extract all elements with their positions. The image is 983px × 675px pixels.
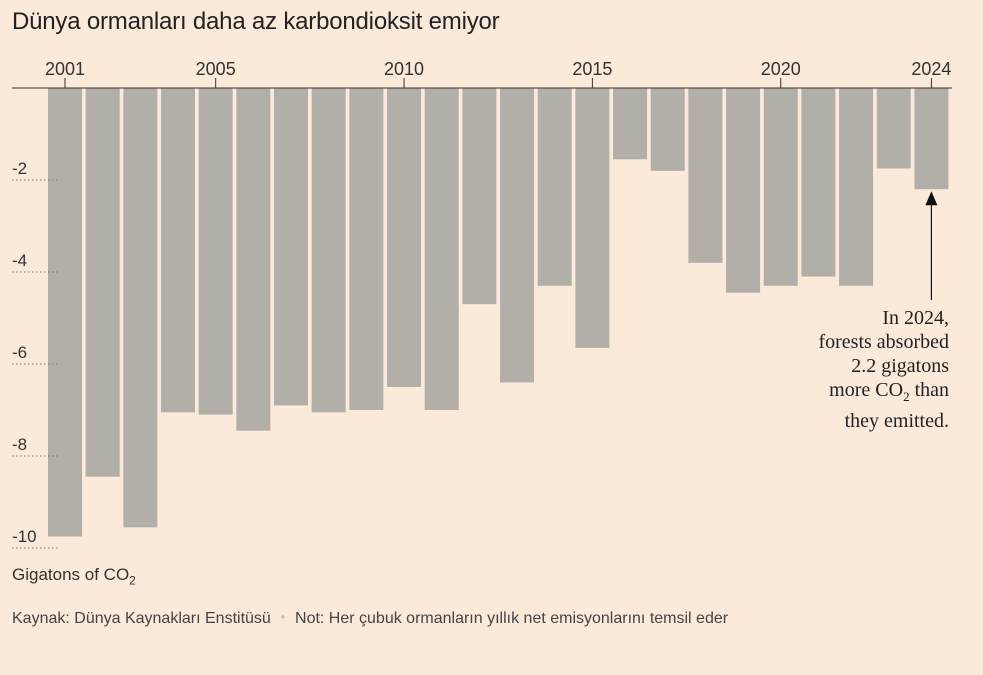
annotation-line-2: forests absorbed: [818, 331, 949, 353]
bar-2018: [688, 88, 723, 263]
bar-2001: [48, 88, 82, 537]
note-text: Not: Her çubuk ormanların yıllık net emi…: [295, 610, 729, 627]
annotation-co-sub: 2: [903, 389, 910, 404]
y-axis-label-text: Gigatons of CO: [12, 565, 130, 584]
x-tick-label-2001: 2001: [45, 59, 85, 79]
footer-separator: •: [280, 610, 286, 624]
bar-2024: [914, 88, 949, 190]
source-text: Kaynak: Dünya Kaynakları Enstitüsü: [12, 610, 271, 627]
bar-2002: [85, 88, 120, 477]
x-tick-label-2024: 2024: [911, 59, 951, 79]
y-tick-label--10: -10: [12, 527, 37, 546]
y-tick-label--2: -2: [12, 159, 27, 178]
bar-2012: [462, 88, 497, 305]
bar-2022: [839, 88, 874, 286]
bar-chart: 2001 2005 2010 2015 2020 2024 -2 -4 -6 -8 -10: [12, 59, 952, 549]
annotation-than: than: [909, 379, 949, 401]
annotation-2024: In 2024, forests absorbed 2.2 gigatons m…: [749, 306, 949, 433]
bar-2005: [198, 88, 233, 415]
bar-2017: [650, 88, 685, 171]
bar-2014: [537, 88, 572, 286]
annotation-line-5: they emitted.: [844, 410, 949, 432]
bar-2007: [274, 88, 309, 406]
x-tick-label-2005: 2005: [196, 59, 236, 79]
annotation-line-1: In 2024,: [882, 307, 949, 329]
bar-2023: [876, 88, 911, 169]
x-tick-label-2010: 2010: [384, 59, 424, 79]
bar-2006: [236, 88, 271, 431]
bar-2019: [726, 88, 761, 293]
bar-2010: [387, 88, 422, 387]
annotation-line-3: 2.2 gigatons: [851, 355, 949, 377]
y-tick-label--8: -8: [12, 435, 27, 454]
bar-2009: [349, 88, 384, 410]
y-axis-label: Gigatons of CO2: [12, 565, 136, 587]
bar-2013: [500, 88, 535, 383]
bar-2011: [424, 88, 459, 410]
x-tick-label-2015: 2015: [572, 59, 612, 79]
bar-2003: [123, 88, 158, 528]
annotation-co: more CO: [829, 379, 904, 401]
y-tick-label--4: -4: [12, 251, 27, 270]
bar-2008: [311, 88, 346, 413]
y-tick-label--6: -6: [12, 343, 27, 362]
x-tick-label-2020: 2020: [761, 59, 801, 79]
footer: Kaynak: Dünya Kaynakları Enstitüsü • Not: …: [12, 610, 728, 628]
bar-2015: [575, 88, 610, 348]
bar-2021: [801, 88, 836, 277]
chart-title: Dünya ormanları daha az karbondioksit em…: [12, 8, 500, 35]
y-axis-label-sub: 2: [129, 573, 136, 588]
bar-2004: [161, 88, 196, 413]
bar-2020: [763, 88, 798, 286]
bar-2016: [613, 88, 648, 160]
annotation-arrow-head: [925, 191, 938, 206]
annotation-line-4: more CO2 than: [749, 378, 949, 409]
